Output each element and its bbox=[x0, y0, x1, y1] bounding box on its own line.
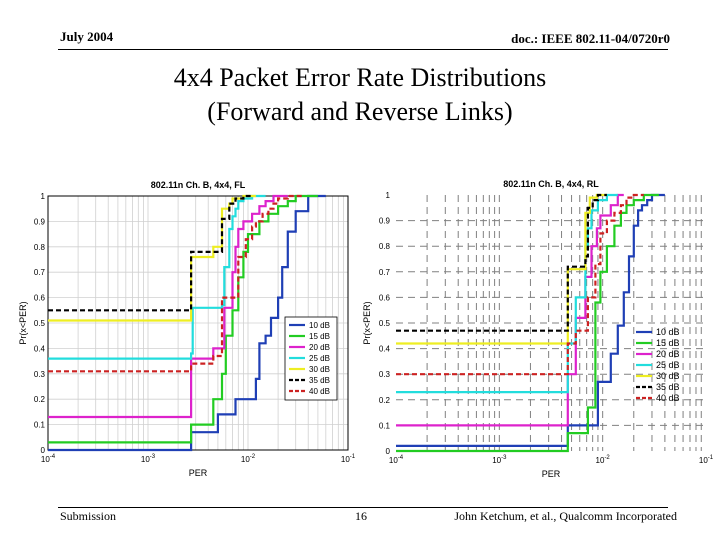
x-tick-label: 10-3 bbox=[141, 454, 156, 464]
y-tick-label: 0.8 bbox=[34, 243, 46, 252]
x-axis-label: PER bbox=[542, 469, 561, 479]
chart-reverse-link: 0 0.1 0.2 0.3 0.4 0.5 0.6 0.7 0.8 0.9 1 10-4 10-3 10-… bbox=[362, 179, 714, 479]
legend-label: 25 dB bbox=[656, 360, 680, 370]
legend-label: 30 dB bbox=[309, 365, 330, 374]
slide-title-line2: (Forward and Reverse Links) bbox=[207, 97, 513, 126]
series-line-15-db bbox=[48, 194, 318, 444]
y-tick-label: 0 bbox=[41, 446, 46, 455]
header-rule bbox=[58, 49, 668, 50]
legend-label: 35 dB bbox=[656, 382, 680, 392]
header-date: July 2004 bbox=[60, 29, 114, 44]
y-tick-label: 0.5 bbox=[34, 319, 46, 328]
plot-frame bbox=[47, 195, 349, 451]
y-tick-label: 0.9 bbox=[379, 217, 391, 226]
y-axis-label: Pr(x<PER) bbox=[362, 301, 372, 344]
footer-author: John Ketchum, et al., Qualcomm Incorpora… bbox=[454, 509, 677, 523]
footer-rule bbox=[58, 507, 668, 508]
y-tick-label: 0.3 bbox=[379, 370, 391, 379]
chart-legend: 10 dB 15 dB 20 dB 25 dB 30 dB 35 dB 40 dB bbox=[284, 316, 338, 401]
x-tick-label: 10-1 bbox=[699, 455, 714, 465]
legend-label: 15 dB bbox=[656, 338, 680, 348]
y-tick-label: 0.2 bbox=[379, 396, 391, 405]
series-line-20-db bbox=[48, 194, 288, 419]
legend-label: 25 dB bbox=[309, 354, 330, 363]
footer-page-number: 16 bbox=[355, 509, 367, 523]
legend-label: 10 dB bbox=[309, 321, 330, 330]
slide-title-line1: 4x4 Packet Error Rate Distributions bbox=[173, 63, 547, 92]
series-line-10-db bbox=[396, 193, 665, 447]
legend-label: 20 dB bbox=[656, 349, 680, 359]
series-line-10-db bbox=[48, 194, 326, 452]
legend-label: 40 dB bbox=[309, 387, 330, 396]
x-tick-label: 10-2 bbox=[596, 455, 611, 465]
y-axis-label: Pr(x<PER) bbox=[18, 301, 28, 344]
series-line-15-db bbox=[396, 193, 659, 453]
y-tick-label: 0.1 bbox=[34, 421, 46, 430]
y-tick-label: 0 bbox=[386, 447, 391, 456]
y-tick-label: 0.9 bbox=[34, 217, 46, 226]
y-tick-label: 0.3 bbox=[34, 370, 46, 379]
y-tick-label: 0.1 bbox=[379, 421, 391, 430]
chart-forward-link: 0 0.1 0.2 0.3 0.4 0.5 0.6 0.7 0.8 0.9 1 10-4 10-3 10-… bbox=[18, 180, 356, 478]
series-line-25-db bbox=[396, 193, 618, 394]
legend-label: 35 dB bbox=[309, 376, 330, 385]
x-tick-label: 10-3 bbox=[492, 455, 507, 465]
y-tick-label: 0.7 bbox=[34, 268, 46, 277]
legend-label: 40 dB bbox=[656, 393, 680, 403]
footer-submission: Submission bbox=[60, 509, 117, 523]
y-tick-label: 0.6 bbox=[379, 293, 391, 302]
x-tick-label: 10-4 bbox=[41, 454, 56, 464]
x-tick-label: 10-2 bbox=[241, 454, 256, 464]
y-tick-label: 0.5 bbox=[379, 319, 391, 328]
legend-label: 10 dB bbox=[656, 327, 680, 337]
y-tick-label: 0.2 bbox=[34, 395, 46, 404]
legend-label: 15 dB bbox=[309, 332, 330, 341]
x-tick-label: 10-1 bbox=[341, 454, 356, 464]
y-tick-label: 0.4 bbox=[34, 344, 46, 353]
x-tick-label: 10-4 bbox=[389, 455, 404, 465]
legend-label: 20 dB bbox=[309, 343, 330, 352]
chart-title: 802.11n Ch. B, 4x4, RL bbox=[503, 179, 599, 189]
series-line-40-db bbox=[396, 193, 644, 376]
series-line-35-db bbox=[48, 194, 253, 312]
y-tick-label: 0.8 bbox=[379, 242, 391, 251]
y-tick-label: 1 bbox=[386, 191, 391, 200]
y-tick-label: 0.7 bbox=[379, 268, 391, 277]
header-doc-id: doc.: IEEE 802.11-04/0720r0 bbox=[511, 31, 670, 46]
series-line-25-db bbox=[48, 194, 266, 360]
legend-label: 30 dB bbox=[656, 371, 680, 381]
y-tick-label: 0.6 bbox=[34, 294, 46, 303]
y-tick-label: 0.4 bbox=[379, 345, 391, 354]
y-tick-label: 1 bbox=[41, 192, 46, 201]
series-line-20-db bbox=[396, 193, 624, 427]
chart-title: 802.11n Ch. B, 4x4, FL bbox=[151, 180, 246, 190]
x-axis-label: PER bbox=[189, 468, 208, 478]
